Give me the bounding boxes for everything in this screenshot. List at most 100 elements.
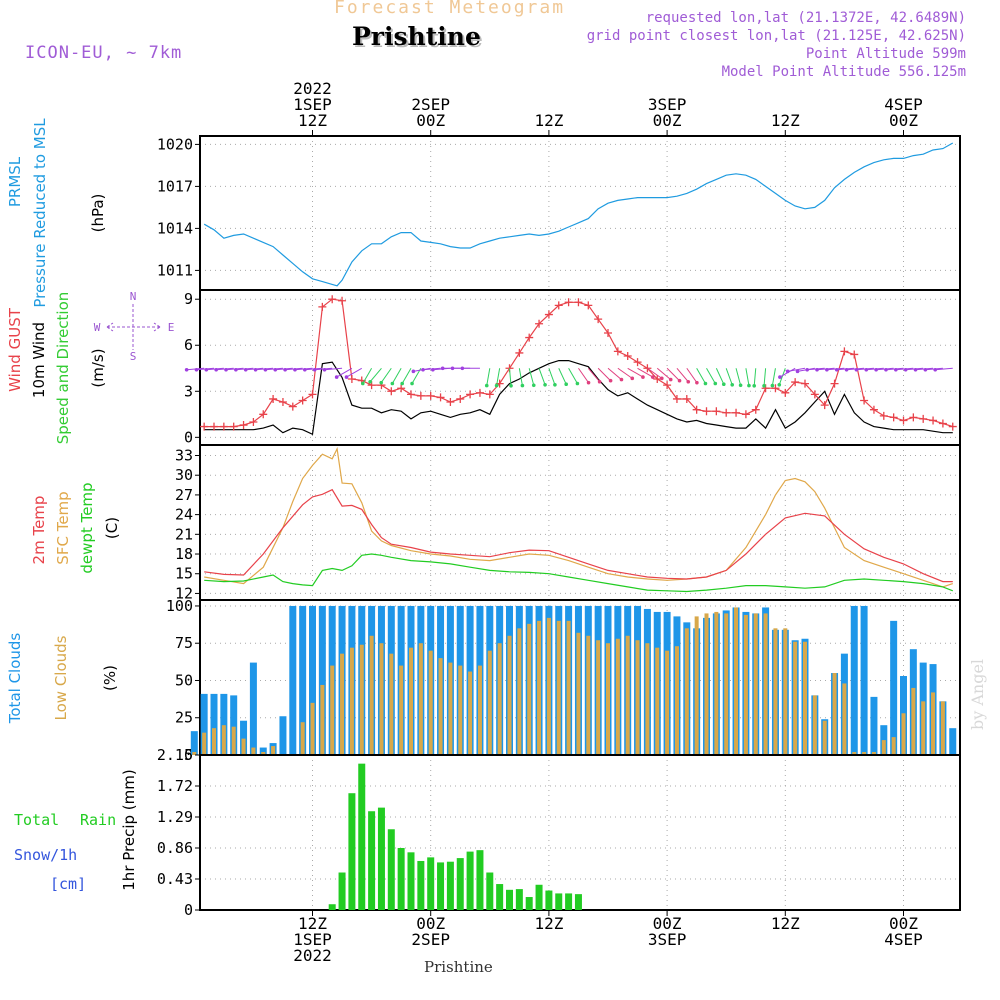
low-cloud-bar [359,644,364,755]
low-cloud-bar [418,643,423,755]
wind-arrow [548,368,557,387]
pressure-line [203,142,954,287]
low-cloud-bar [349,647,354,755]
wind-arrow [762,368,767,388]
low-cloud-bar [773,628,778,755]
y-tick-label: 25 [175,709,193,727]
gust-marker [948,422,957,431]
wind-arrow [752,368,757,388]
gust-marker [919,414,928,423]
gust-marker [594,315,603,324]
rain-bar [427,857,435,910]
wind-arrow [334,367,353,379]
low-cloud-bar [822,720,827,755]
compass-n: N [130,290,137,303]
y-tick-label: 2.15 [157,746,193,764]
ylabel-sfc-temp: SFC Temp [54,491,72,564]
gust-marker [347,375,356,384]
total-cloud-bar [949,728,957,755]
gust-marker [269,394,278,403]
low-cloud-bar [537,620,542,755]
rain-bar [476,850,484,910]
gust-marker [643,364,652,373]
low-cloud-bar [271,746,276,755]
gust-marker [692,405,701,414]
low-cloud-bar [576,632,581,755]
low-cloud-bar [911,687,916,755]
wind-arrow [725,368,735,387]
low-cloud-bar [635,640,640,755]
wind-arrow [617,367,635,381]
gust-marker [219,422,228,431]
ylabel-precip: 1hr Precip (mm) [120,769,138,890]
low-cloud-bar [901,713,906,755]
top-time-label: 00Z [416,111,445,130]
y-tick-label: 24 [175,506,193,524]
total-cloud-bar [299,605,307,755]
gust-marker [416,391,425,400]
rain-bar [397,848,405,910]
top-time-label: 00Z [889,111,918,130]
gust-marker [702,407,711,416]
total-cloud-bar [190,731,198,755]
rain-bar [525,897,533,910]
low-cloud-bar [458,665,463,755]
rain-bar [555,893,563,910]
low-cloud-bar [231,726,236,755]
panel-frame [199,444,961,601]
gust-marker [387,387,396,396]
y-tick-label: 100 [166,597,193,615]
ylabel-gust: Wind GUST [6,307,24,392]
low-cloud-bar [192,752,197,755]
low-cloud-bar [891,737,896,755]
gust-marker [574,298,583,307]
wind-arrow [528,368,536,388]
rain-bar [545,890,553,910]
rain-bar [466,851,474,910]
gust-marker [298,396,307,405]
compass-w: W [94,321,101,334]
low-cloud-bar [566,620,571,755]
rain-bar [348,793,356,910]
gust-marker [860,396,869,405]
total-cloud-bar [318,605,326,755]
low-cloud-bar [251,747,256,755]
temp-2m-line [204,488,953,583]
gust-marker [771,384,780,393]
gust-marker [722,408,731,417]
gust-marker [909,413,918,422]
low-cloud-bar [586,635,591,755]
low-cloud-bar [606,643,610,755]
ylabel-low-clouds: Low Clouds [52,635,70,720]
bottom-time-label: 3SEP [648,930,687,949]
low-cloud-bar [724,613,729,755]
low-cloud-bar [793,641,798,755]
low-cloud-bar [842,683,847,755]
bottom-time-label: 12Z [534,914,563,933]
low-cloud-bar [783,628,788,755]
gust-marker [426,391,435,400]
gust-marker [318,302,327,311]
rain-bar [407,852,415,910]
y-tick-label: 0.43 [157,870,193,888]
ylabel-10m-wind: 10m Wind [30,322,48,398]
gust-marker [436,393,445,402]
gust-marker [525,333,534,342]
gust-marker [663,381,672,390]
gust-marker [899,416,908,425]
low-cloud-bar [852,752,857,755]
gust-marker [407,390,415,399]
y-tick-label: 12 [175,584,193,602]
total-cloud-bar [890,620,898,755]
gust-marker [544,310,553,319]
low-cloud-bar [300,722,305,755]
wind-arrow [344,367,362,379]
low-cloud-bar [438,658,443,755]
low-cloud-bar [320,684,325,755]
total-cloud-bar [279,716,287,755]
total-cloud-bar [309,605,316,755]
low-cloud-bar [448,662,453,755]
low-cloud-bar [517,628,522,755]
gust-marker [338,296,347,305]
